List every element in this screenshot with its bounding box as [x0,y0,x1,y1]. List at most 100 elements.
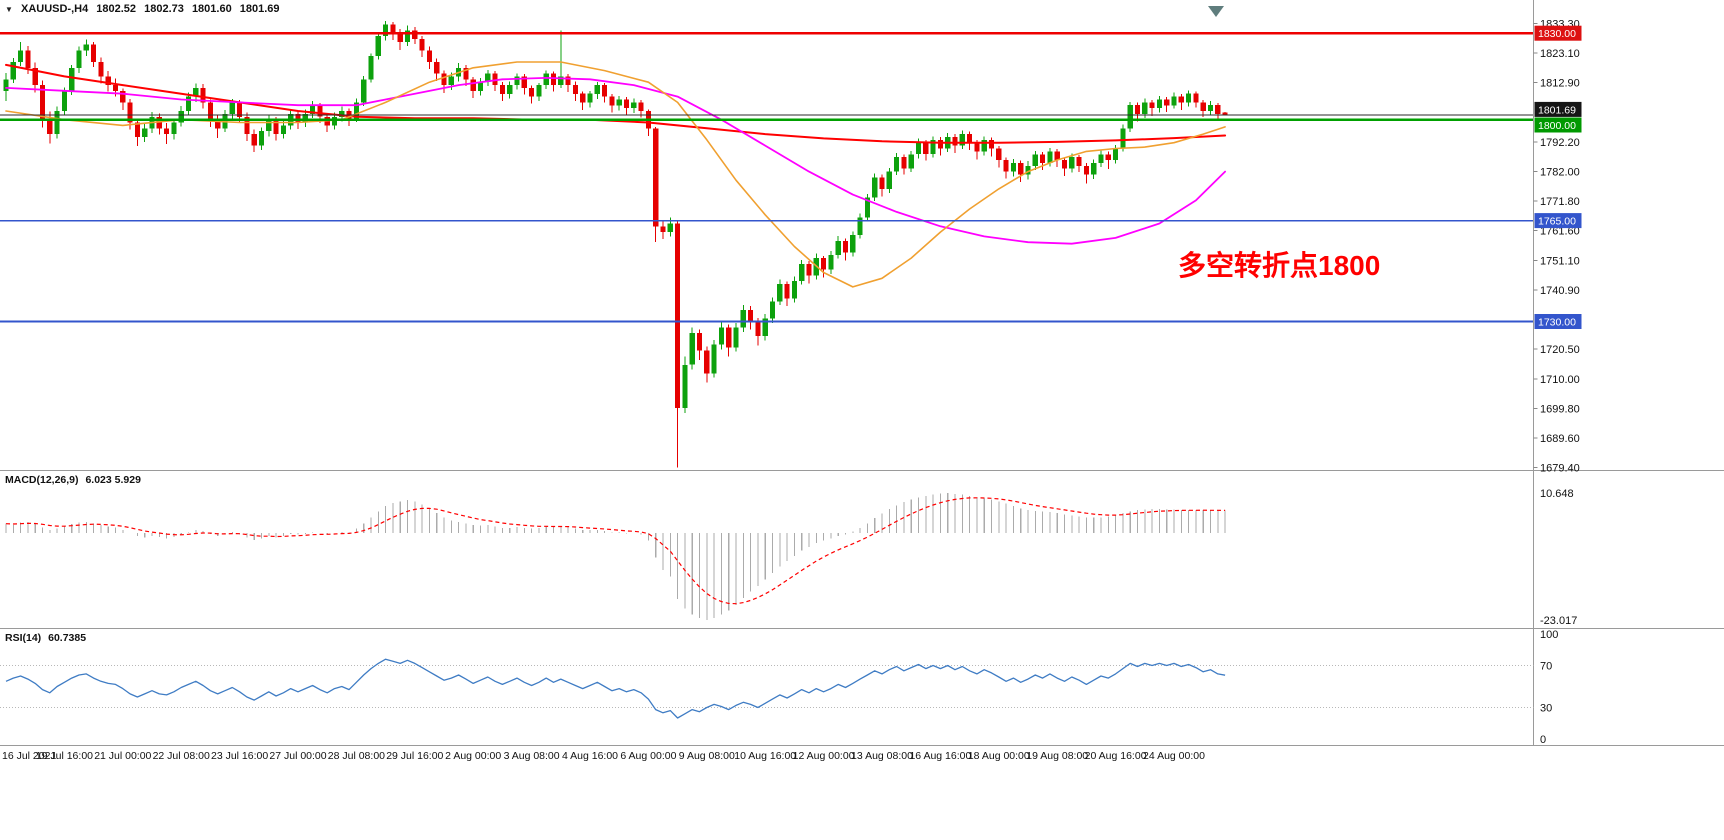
macd-indicator-label: MACD(12,26,9) 6.023 5.929 [5,474,145,486]
candle-body [105,76,111,86]
candle-body [507,85,513,94]
candle-body [112,85,119,91]
candle-body [915,142,922,155]
candle-body [981,139,987,152]
candle-body [200,87,206,103]
candle-body [952,137,958,146]
candle-body [1156,99,1162,109]
price-tick-label: 1710.00 [1540,374,1580,386]
candle-body [419,38,425,51]
candle-body [806,263,812,276]
candle-body [1120,128,1126,149]
candle-body [1061,160,1068,169]
candle-body [302,113,308,123]
candle-body [375,36,381,57]
candle-body [178,111,184,123]
rsi-title: RSI(14) [5,632,42,644]
ohlc-close: 1801.69 [239,3,280,15]
price-tick-label: 1751.10 [1540,256,1580,268]
candle-body [996,148,1002,160]
candle-body [273,119,279,135]
time-label: 16 Aug 16:00 [909,750,971,762]
candle-body [587,93,593,103]
ohlc-low: 1801.60 [191,3,232,15]
candle-body [98,62,104,77]
candle-body [1025,165,1031,175]
candle-body [485,73,491,83]
candle-body [368,56,374,80]
candle-body [441,73,447,85]
candle-body [529,87,535,97]
main-price-panel[interactable] [0,6,1534,468]
candle-body [164,128,170,135]
candle-body [193,87,199,97]
rsi-tick-label: 30 [1540,703,1552,715]
candle-body [185,96,192,111]
price-badge-label: 1800.00 [1538,120,1576,132]
rsi-panel[interactable]: 100 70 30 0 [0,629,1558,746]
candle-body [959,134,965,146]
candle-body [1207,105,1214,111]
candle-body [383,24,389,36]
candle-body [390,24,396,34]
rsi-line [5,658,1226,719]
time-label: 16 Jul 2021 [2,750,56,762]
candle-body [91,44,97,62]
candle-body [171,122,177,134]
candle-body [25,50,31,68]
macd-histogram [5,493,1226,620]
price-tick-label: 1782.00 [1540,167,1580,179]
chart-shift-marker-icon[interactable] [1208,6,1224,17]
macd-tick-label: 10.648 [1540,488,1574,500]
macd-panel[interactable]: 10.648 -23.017 [5,488,1577,627]
rsi-tick-label: 70 [1540,661,1552,673]
candle-body [353,102,359,120]
candle-body [237,102,243,117]
candle-body [339,111,345,117]
bear-candle-wicks [27,22,1226,468]
candle-body [280,125,286,135]
ohlc-open: 1802.52 [96,3,137,15]
candle-body [653,128,659,227]
candle-body [32,67,38,86]
time-label: 22 Jul 08:00 [153,750,210,762]
candle-body [572,85,578,94]
price-badge [1534,117,1582,133]
candle-body [1142,102,1148,114]
candle-body [901,157,907,169]
candle-body [47,119,53,135]
time-label: 21 Jul 00:00 [94,750,151,762]
candle-body [1010,162,1016,172]
candle-body [777,284,783,302]
ma-line-red [5,63,1227,144]
candle-body [331,116,338,126]
candle-body [550,73,557,85]
candle-body [689,333,695,365]
candle-body [1113,148,1119,160]
candle-body [295,113,301,123]
candle-body [76,50,82,68]
candle-body [83,44,89,51]
candle-body [244,116,250,135]
candle-body [1105,154,1111,161]
price-tick-label: 1823.10 [1540,48,1580,60]
candle-body [791,281,797,299]
price-tick-label: 1679.40 [1540,462,1580,474]
candle-body [967,134,973,143]
candle-body [769,301,776,319]
candle-body [412,30,418,39]
time-label: 2 Aug 00:00 [445,750,501,762]
candle-body [266,119,272,132]
candle-body [3,79,9,91]
candle-body [258,131,265,146]
candle-body [1091,162,1097,175]
candle-body [120,90,126,103]
candle-body [1047,151,1053,163]
candle-body [207,102,213,120]
symbol-dropdown-icon[interactable]: ▼ [5,5,13,14]
price-axis[interactable]: 1833.301823.101812.901792.201782.001771.… [1533,19,1582,475]
candle-body [317,105,323,117]
candle-body [821,258,827,270]
